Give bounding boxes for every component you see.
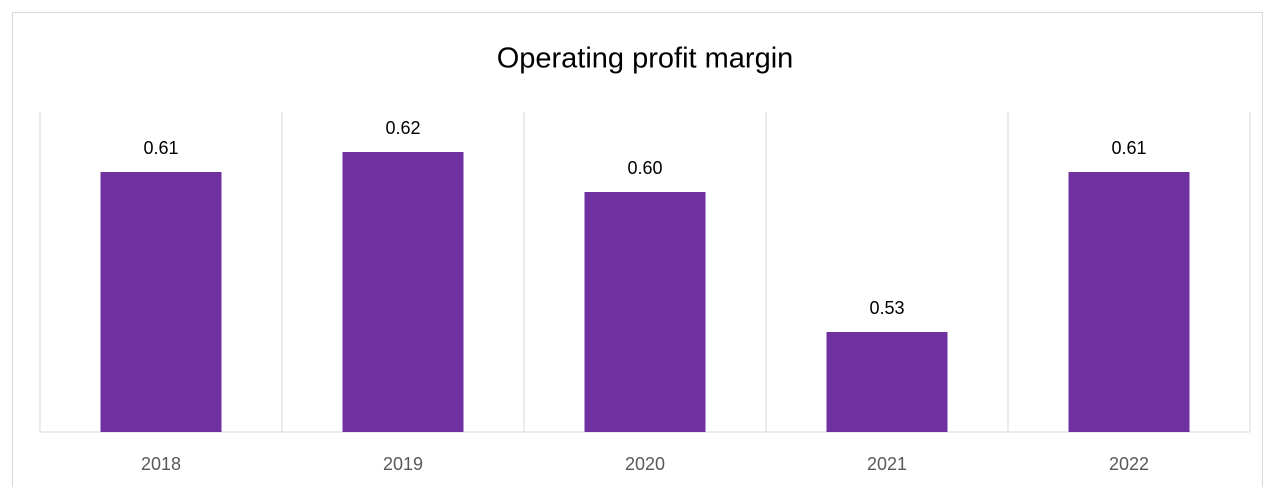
x-tick-label: 2020: [625, 454, 665, 474]
data-label: 0.60: [627, 158, 662, 178]
x-tick-label: 2018: [141, 454, 181, 474]
bar: [584, 192, 706, 432]
bar: [342, 152, 464, 432]
data-label: 0.61: [1111, 138, 1146, 158]
x-tick-label: 2019: [383, 454, 423, 474]
bar: [1068, 172, 1190, 432]
bar: [100, 172, 222, 432]
data-label: 0.61: [143, 138, 178, 158]
data-label: 0.62: [385, 118, 420, 138]
chart-title: Operating profit margin: [497, 43, 794, 75]
data-label: 0.53: [869, 298, 904, 318]
x-tick-label: 2022: [1109, 454, 1149, 474]
x-tick-label: 2021: [867, 454, 907, 474]
bar: [826, 332, 948, 432]
